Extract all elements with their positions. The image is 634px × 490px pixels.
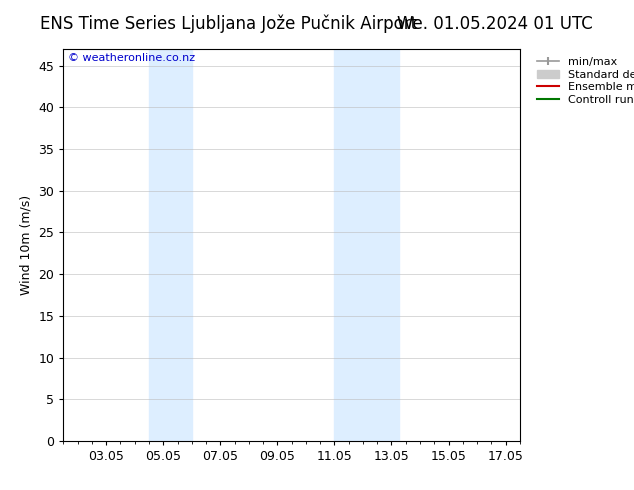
Bar (178, 49, 192, 441)
Text: We. 01.05.2024 01 UTC: We. 01.05.2024 01 UTC (397, 15, 592, 33)
Text: ENS Time Series Ljubljana Jože Pučnik Airport: ENS Time Series Ljubljana Jože Pučnik Ai… (40, 15, 417, 33)
Bar (335, 49, 349, 441)
Legend: min/max, Standard deviation, Ensemble mean run, Controll run: min/max, Standard deviation, Ensemble me… (534, 54, 634, 107)
Bar (349, 49, 399, 441)
Text: © weatheronline.co.nz: © weatheronline.co.nz (68, 53, 195, 63)
Y-axis label: Wind 10m (m/s): Wind 10m (m/s) (20, 195, 33, 295)
Bar (149, 49, 178, 441)
